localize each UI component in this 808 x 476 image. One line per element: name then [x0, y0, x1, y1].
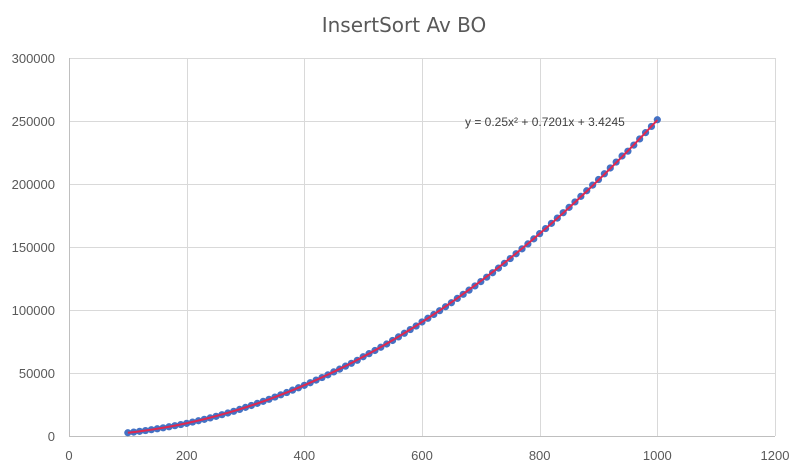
y-tick-label: 150000	[12, 240, 55, 255]
y-tick-label: 50000	[19, 366, 55, 381]
x-tick-label: 1000	[643, 448, 672, 463]
y-tick-label: 200000	[12, 177, 55, 192]
x-tick-label: 1200	[761, 448, 790, 463]
trendline	[127, 119, 659, 434]
gridlines	[69, 58, 776, 437]
tick-labels: 0 50000 100000 150000 200000 250000 300000 0 200…	[12, 51, 790, 463]
trendline-equation: y = 0.25x² + 0.7201x + 3.4245	[465, 115, 625, 129]
x-tick-label: 800	[529, 448, 551, 463]
y-tick-label: 300000	[12, 51, 55, 66]
x-tick-label: 200	[176, 448, 198, 463]
y-tick-label: 100000	[12, 303, 55, 318]
y-tick-label: 0	[48, 429, 55, 444]
chart-title: InsertSort Av BO	[322, 13, 487, 37]
x-tick-label: 400	[293, 448, 315, 463]
data-point	[124, 429, 132, 437]
x-tick-label: 600	[411, 448, 433, 463]
data-points	[124, 116, 661, 437]
y-tick-label: 250000	[12, 114, 55, 129]
x-tick-label: 0	[65, 448, 72, 463]
